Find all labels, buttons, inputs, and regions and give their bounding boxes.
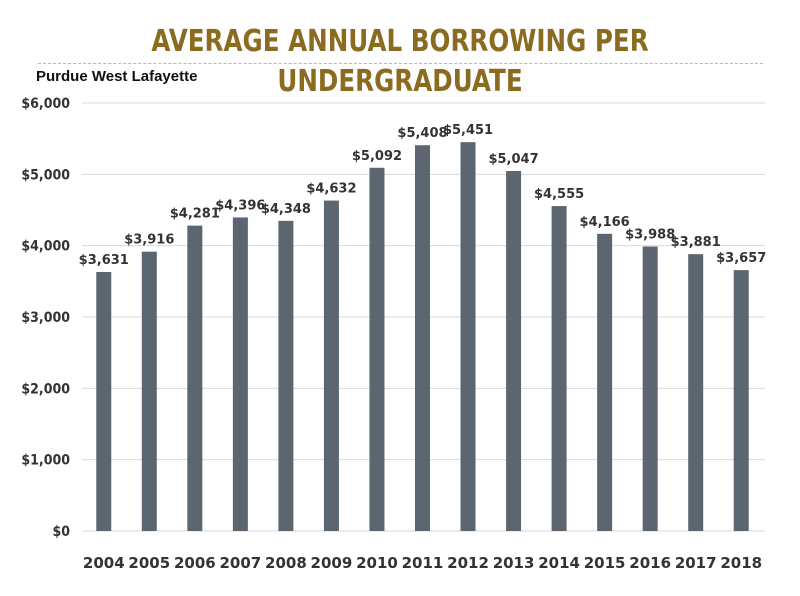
x-tick-label: 2006 [174,554,216,572]
data-label-2004: $3,631 [79,253,129,268]
data-label-2008: $4,348 [261,202,311,217]
data-label-2009: $4,632 [306,182,356,197]
data-label-2016: $3,988 [625,228,675,243]
y-tick-label: $1,000 [21,453,70,469]
bar-2017 [688,254,704,531]
x-tick-label: 2015 [584,554,626,572]
data-label-2018: $3,657 [716,251,766,266]
bar-2010 [369,167,385,531]
bar-2005 [141,251,157,531]
data-label-2017: $3,881 [671,235,721,250]
data-label-2006: $4,281 [170,207,220,222]
data-label-2014: $4,555 [534,187,584,202]
x-tick-label: 2008 [265,554,307,572]
chart-title: AVERAGE ANNUAL BORROWING PER UNDERGRADUA… [151,24,649,99]
data-label-2012: $5,451 [443,123,493,138]
data-label-2011: $5,408 [397,126,447,141]
bar-2016 [642,246,658,532]
x-tick-label: 2014 [538,554,580,572]
y-tick-label: $3,000 [21,310,70,326]
x-tick-label: 2012 [447,554,489,572]
y-tick-label: $0 [52,524,70,540]
y-tick-label: $4,000 [21,239,70,255]
y-tick-label: $6,000 [21,96,70,112]
y-tick-label: $2,000 [21,381,70,397]
bar-2011 [415,145,430,531]
bar-2009 [323,200,339,532]
bars [96,142,749,532]
y-tick-label: $5,000 [21,167,70,183]
bar-2007 [232,217,248,531]
x-tick-label: 2011 [402,554,444,572]
chart-subtitle: Purdue West Lafayette [36,68,198,85]
bar-2008 [278,220,294,532]
bar-2015 [597,233,613,532]
bar-2013 [506,170,522,532]
title-divider [38,63,763,64]
x-tick-label: 2017 [675,554,717,572]
data-labels: $3,631 $3,916 $4,281$4,396$4,348 $4,632 $5,0… [79,123,767,268]
data-label-2010: $5,092 [352,149,402,164]
data-label-2007: $4,396 [215,198,265,213]
x-tick-label: 2007 [219,554,261,572]
data-label-2013: $5,047 [488,152,538,167]
x-tick-label: 2004 [83,554,125,572]
x-tick-label: 2013 [493,554,535,572]
bar-2006 [187,225,203,531]
bar-2012 [460,142,476,532]
x-tick-label: 2009 [311,554,353,572]
data-label-2015: $4,166 [580,215,630,230]
bar-2018 [733,270,749,531]
x-tick-label: 2018 [720,554,762,572]
x-tick-label: 2010 [356,554,398,572]
bar-2004 [96,271,112,531]
x-tick-label: 2005 [128,554,170,572]
data-label-2005: $3,916 [124,233,174,248]
x-axis-ticks: 2004 2005 2006 2007 2008 2009 2010 2011 2012 2013… [83,554,762,572]
bar-2014 [551,206,567,531]
x-tick-label: 2016 [629,554,671,572]
y-axis-ticks: $0 $1,000 $2,000 $3,000 $4,000 $5,000 $6,000 [21,96,70,540]
